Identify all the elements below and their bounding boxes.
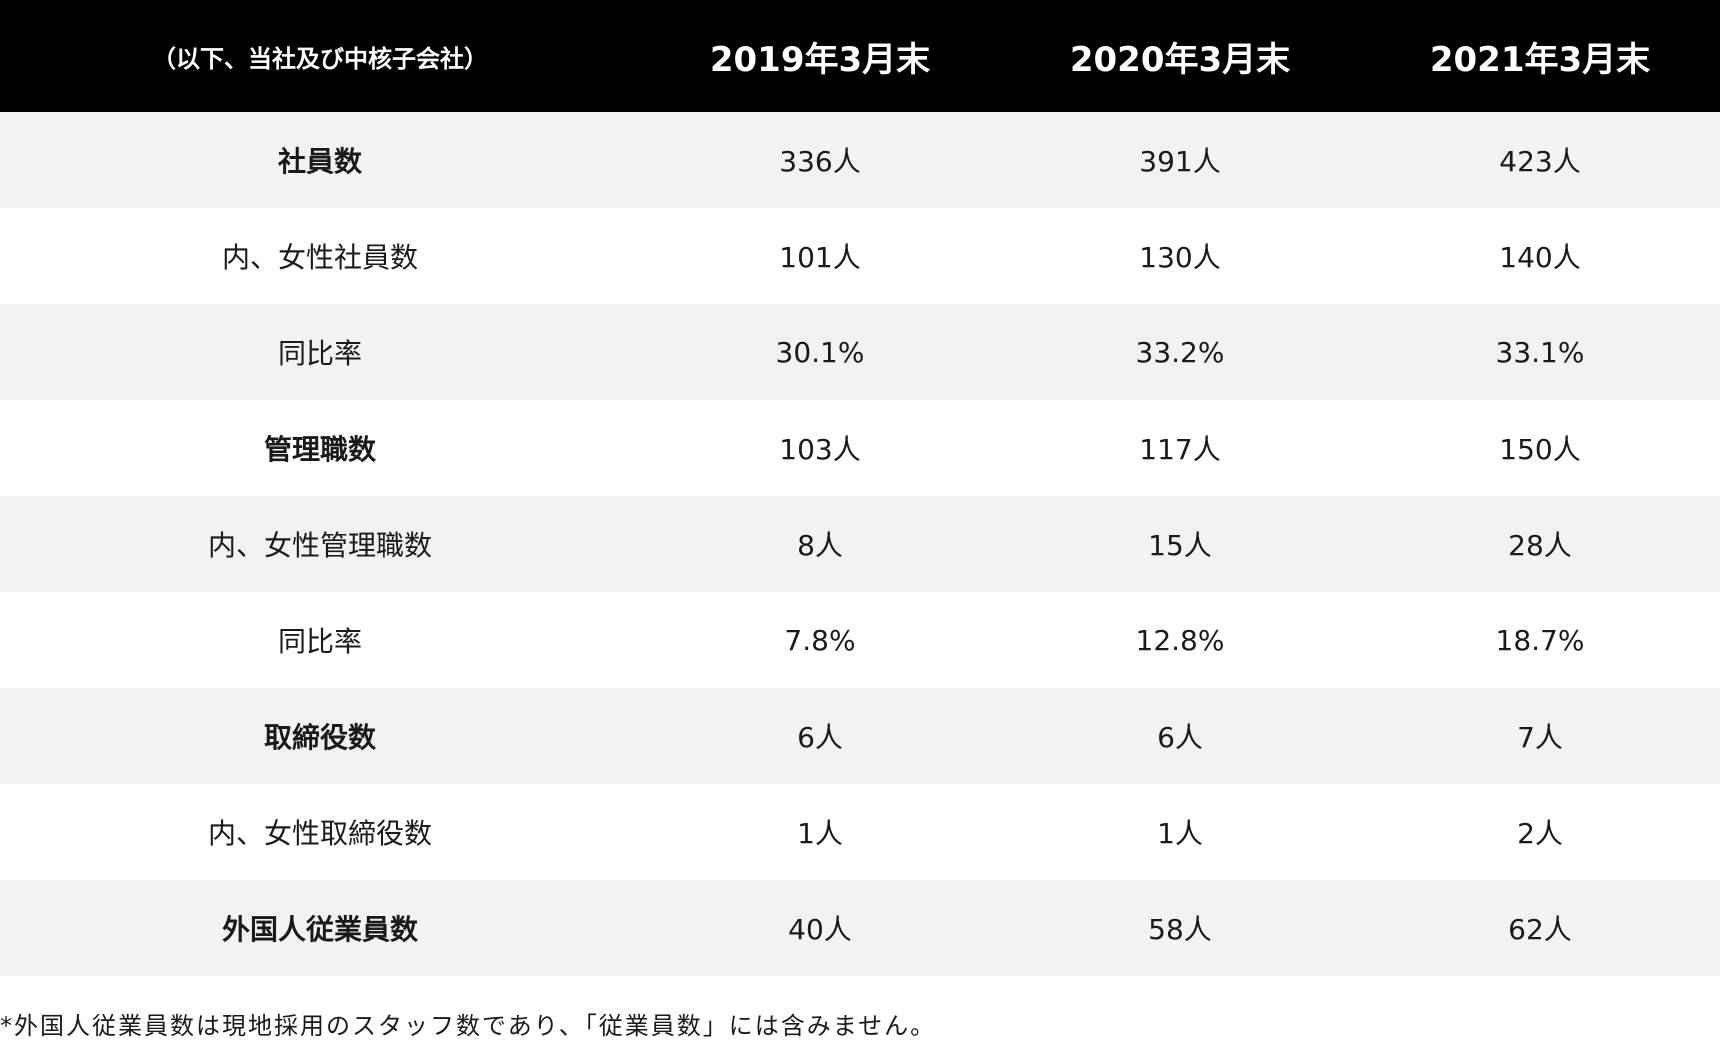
cell-value: 6人 xyxy=(797,721,843,754)
table-body: 社員数 336人 391人 423人 内、女性社員数 101人 130人 140… xyxy=(0,112,1720,976)
cell-value: 101人 xyxy=(779,241,861,274)
cell-value: 140人 xyxy=(1499,241,1581,274)
table-row-female-manager-ratio: 同比率 7.8% 12.8% 18.7% xyxy=(0,592,1720,688)
cell-value: 2人 xyxy=(1517,817,1563,850)
cell-value: 30.1% xyxy=(775,335,865,369)
table-row-directors: 取締役数 6人 6人 7人 xyxy=(0,688,1720,784)
table-row-female-directors: 内、女性取締役数 1人 1人 2人 xyxy=(0,784,1720,880)
cell-value: 28人 xyxy=(1508,529,1572,562)
scope-label: （以下、当社及び中核子会社） xyxy=(152,44,488,73)
cell-value: 62人 xyxy=(1508,913,1572,946)
cell-value: 7.8% xyxy=(784,623,856,657)
row-label: 内、女性管理職数 xyxy=(207,529,432,562)
cell-value: 15人 xyxy=(1148,529,1212,562)
table-row-managers: 管理職数 103人 117人 150人 xyxy=(0,400,1720,496)
row-label: 内、女性社員数 xyxy=(221,241,418,274)
cell-value: 6人 xyxy=(1157,721,1203,754)
cell-value: 12.8% xyxy=(1135,623,1225,657)
table-header: （以下、当社及び中核子会社） 2019年3月末 2020年3月末 2021年3月… xyxy=(0,0,1720,112)
row-label: 同比率 xyxy=(277,337,362,370)
cell-value: 1人 xyxy=(1157,817,1203,850)
column-header-2021: 2021年3月末 xyxy=(1429,39,1651,80)
row-label: 管理職数 xyxy=(263,433,376,466)
cell-value: 423人 xyxy=(1499,145,1581,178)
row-label: 外国人従業員数 xyxy=(221,913,418,946)
footnote: *外国人従業員数は現地採用のスタッフ数であり、「従業員数」には含みません。 xyxy=(0,1012,937,1040)
table-row-female-managers: 内、女性管理職数 8人 15人 28人 xyxy=(0,496,1720,592)
cell-value: 8人 xyxy=(797,529,843,562)
cell-value: 33.1% xyxy=(1495,335,1585,369)
column-header-2019: 2019年3月末 xyxy=(709,39,931,80)
employee-statistics-table: （以下、当社及び中核子会社） 2019年3月末 2020年3月末 2021年3月… xyxy=(0,0,1720,976)
header-row: （以下、当社及び中核子会社） 2019年3月末 2020年3月末 2021年3月… xyxy=(0,0,1720,112)
cell-value: 130人 xyxy=(1139,241,1221,274)
cell-value: 103人 xyxy=(779,433,861,466)
cell-value: 33.2% xyxy=(1135,335,1225,369)
row-label: 内、女性取締役数 xyxy=(207,817,432,850)
cell-value: 1人 xyxy=(797,817,843,850)
cell-value: 117人 xyxy=(1139,433,1221,466)
row-label: 社員数 xyxy=(277,145,362,178)
table-row-female-employees: 内、女性社員数 101人 130人 140人 xyxy=(0,208,1720,304)
cell-value: 150人 xyxy=(1499,433,1581,466)
cell-value: 391人 xyxy=(1139,145,1221,178)
cell-value: 40人 xyxy=(788,913,852,946)
row-label: 取締役数 xyxy=(263,721,376,754)
cell-value: 7人 xyxy=(1517,721,1563,754)
cell-value: 58人 xyxy=(1148,913,1212,946)
cell-value: 336人 xyxy=(779,145,861,178)
row-label: 同比率 xyxy=(277,625,362,658)
table-row-foreign-employees: 外国人従業員数 40人 58人 62人 xyxy=(0,880,1720,976)
cell-value: 18.7% xyxy=(1495,623,1585,657)
table-row-employees: 社員数 336人 391人 423人 xyxy=(0,112,1720,208)
table-row-female-employee-ratio: 同比率 30.1% 33.2% 33.1% xyxy=(0,304,1720,400)
column-header-2020: 2020年3月末 xyxy=(1069,39,1291,80)
